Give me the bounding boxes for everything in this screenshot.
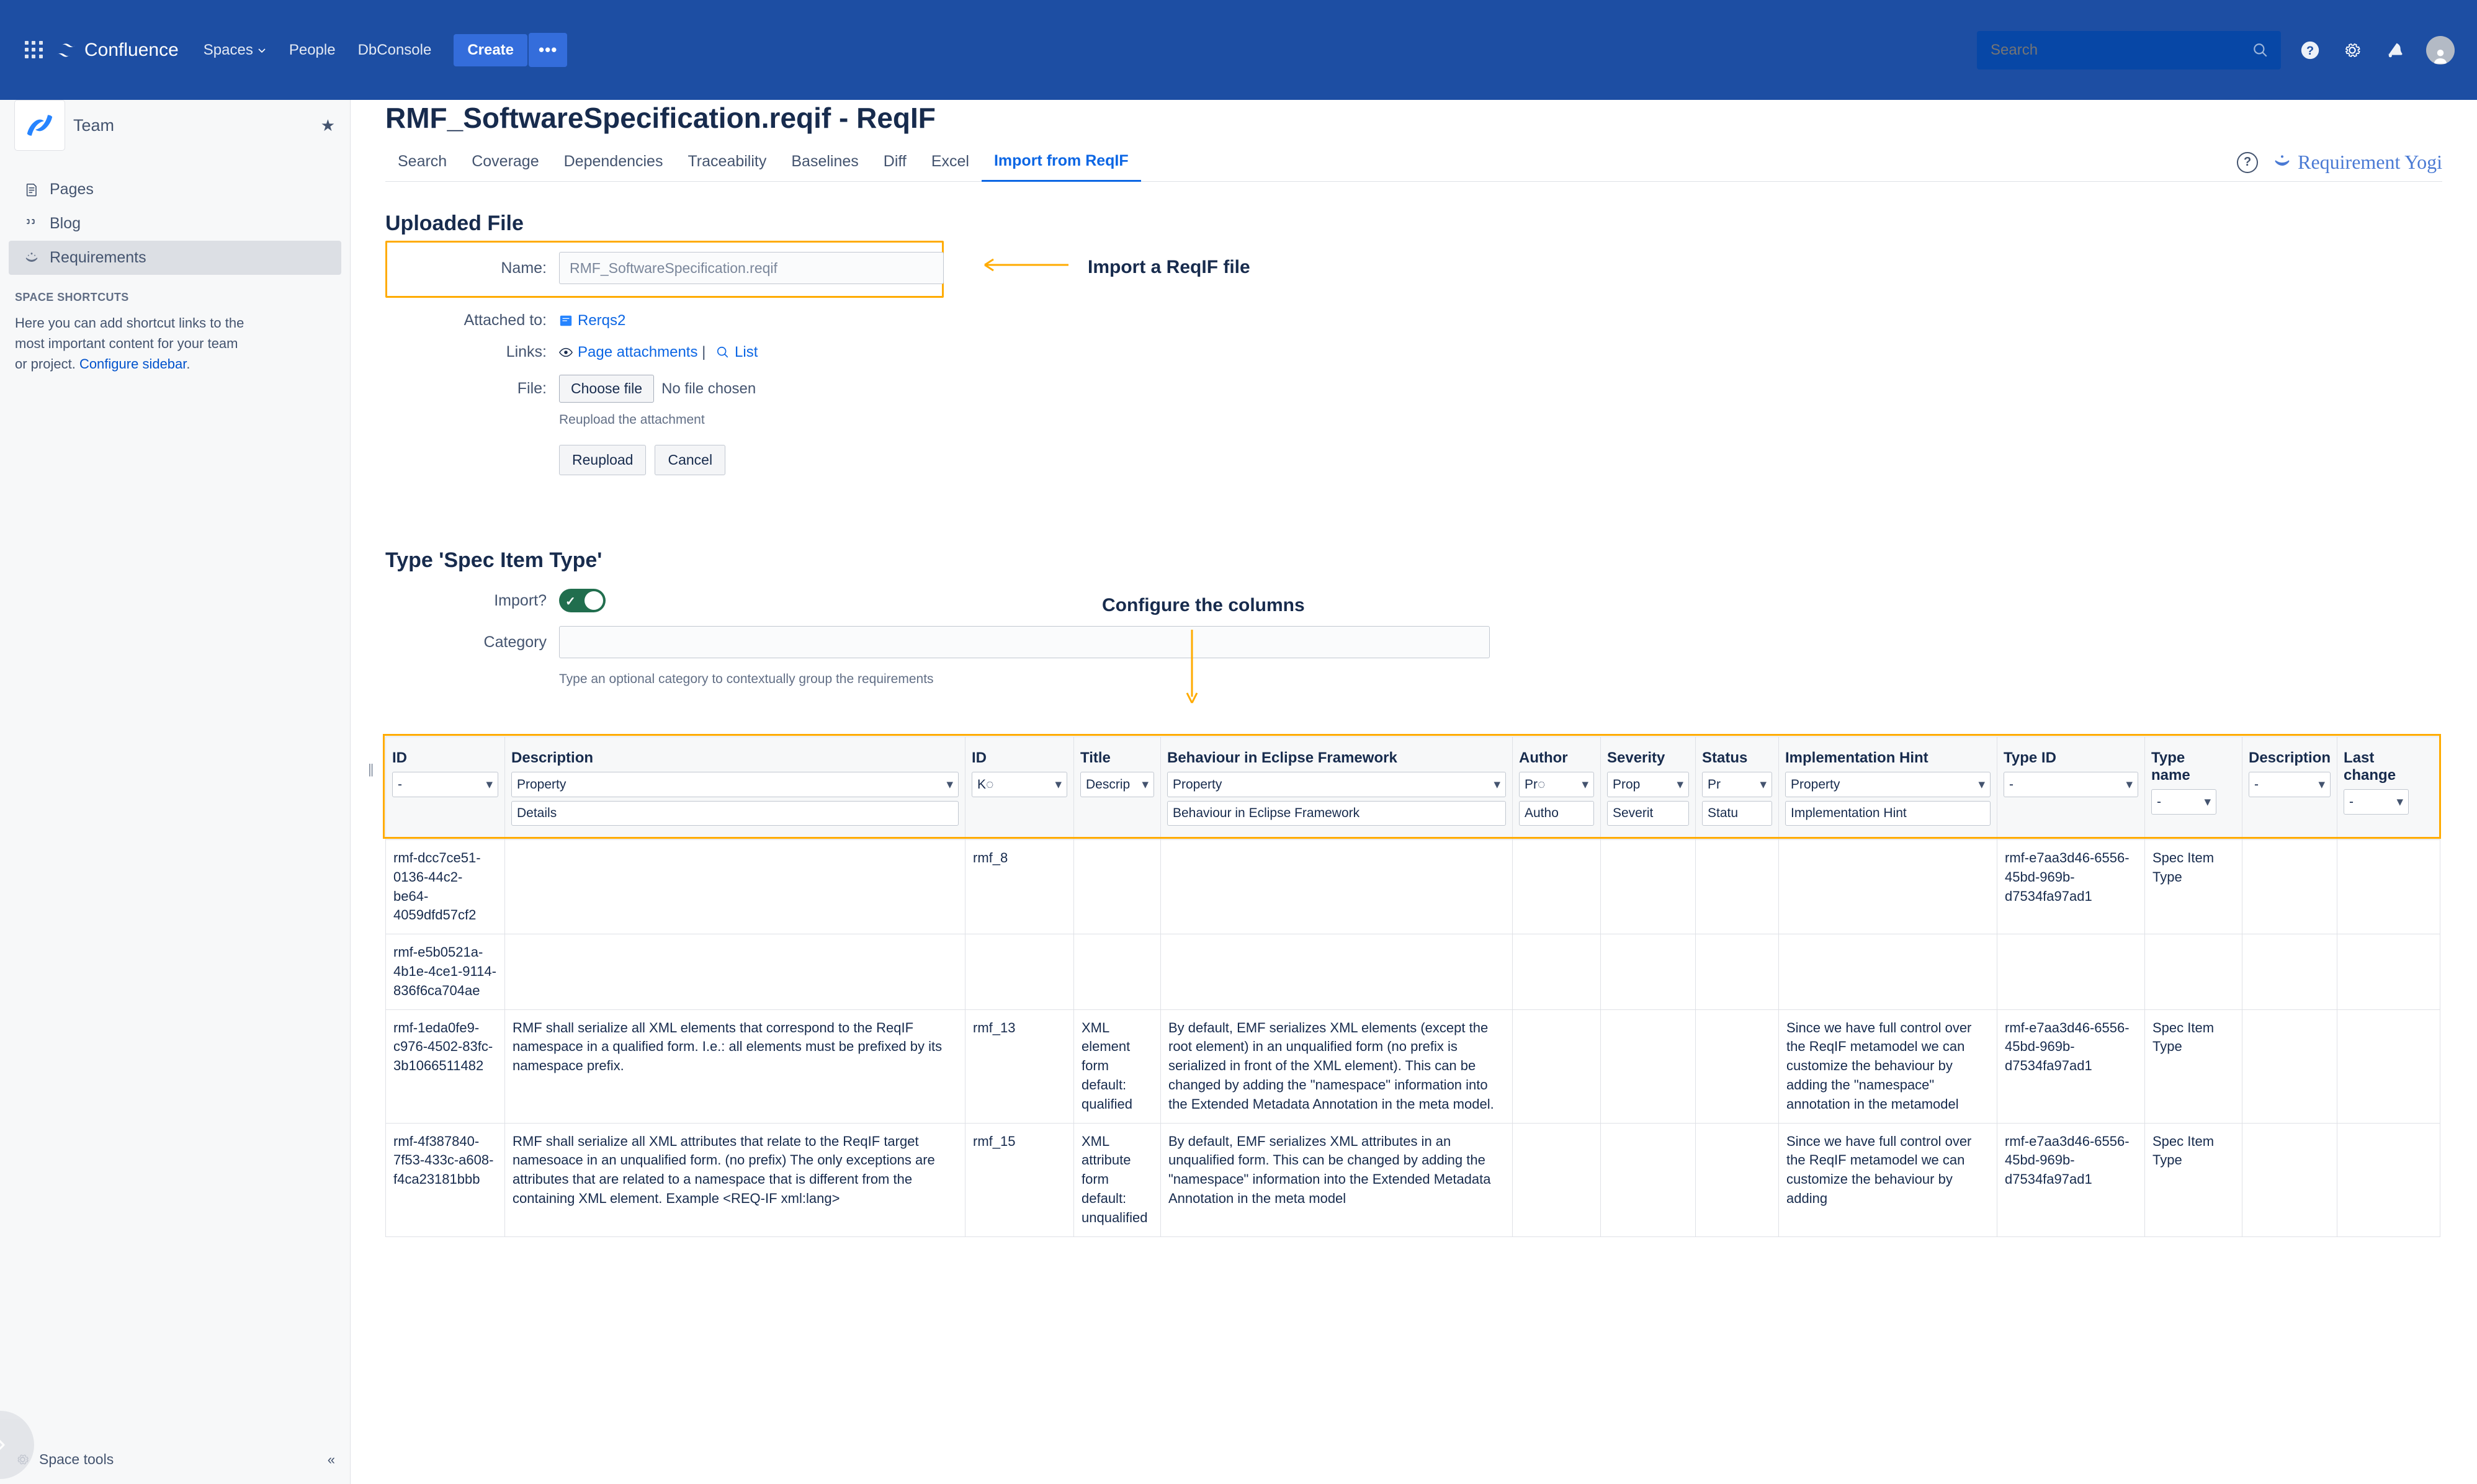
svg-text:?: ? bbox=[2306, 44, 2314, 58]
